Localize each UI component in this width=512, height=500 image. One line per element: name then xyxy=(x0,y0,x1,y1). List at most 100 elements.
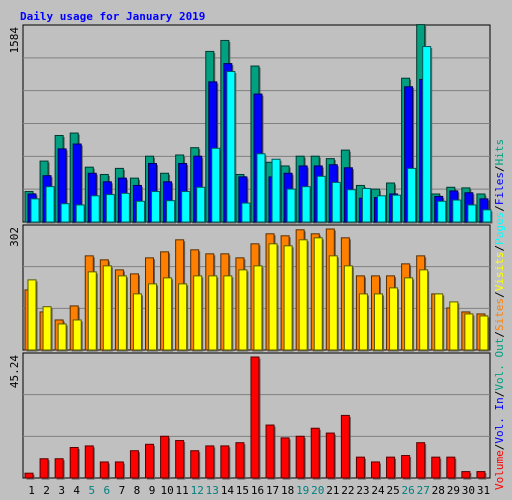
bar-visits-day-19 xyxy=(298,239,308,351)
bar-volume-day-30 xyxy=(461,471,471,479)
x-tick-label: 18 xyxy=(281,484,294,497)
bar-visits-day-12 xyxy=(193,275,203,351)
bar-hits-day-29 xyxy=(452,199,462,223)
legend-item: Visits xyxy=(493,252,506,292)
bar-visits-day-1 xyxy=(27,279,37,351)
bar-volume-day-15 xyxy=(235,442,245,479)
bar-visits-day-5 xyxy=(87,271,97,351)
bar-visits-day-22 xyxy=(343,265,353,351)
bar-volume-day-13 xyxy=(205,445,215,479)
bar-hits-day-17 xyxy=(271,158,281,223)
x-tick-label: 30 xyxy=(462,484,475,497)
x-tick-label: 31 xyxy=(477,484,490,497)
bar-visits-day-21 xyxy=(328,255,338,351)
x-tick-label: 22 xyxy=(341,484,354,497)
legend-item: Vol. Out xyxy=(493,338,506,391)
bar-visits-day-3 xyxy=(57,323,67,351)
bar-hits-day-15 xyxy=(241,202,251,223)
bar-volume-day-24 xyxy=(370,461,380,479)
bar-hits-day-26 xyxy=(407,167,417,223)
bar-hits-day-10 xyxy=(166,200,176,223)
x-tick-label: 27 xyxy=(417,484,430,497)
panel-max-label: 1584 xyxy=(8,27,21,54)
x-tick-label: 7 xyxy=(119,484,126,497)
bar-hits-day-21 xyxy=(331,181,341,223)
bar-volume-day-27 xyxy=(416,442,426,479)
x-tick-label: 17 xyxy=(266,484,279,497)
x-tick-label: 29 xyxy=(447,484,460,497)
x-tick-label: 2 xyxy=(43,484,50,497)
x-tick-label: 23 xyxy=(356,484,369,497)
legend-separator: / xyxy=(493,165,506,172)
bar-volume-day-3 xyxy=(54,458,64,479)
bar-hits-day-19 xyxy=(301,186,311,223)
bar-hits-day-30 xyxy=(467,204,477,223)
x-axis-labels: 1 2 3 4 5 6 7 8 9 10 11 12 13 14 15 16 17 18 19 20 21 22 23 24 2… xyxy=(28,484,490,497)
bar-visits-day-2 xyxy=(42,306,52,351)
x-tick-label: 15 xyxy=(236,484,249,497)
x-tick-label: 3 xyxy=(58,484,65,497)
legend-separator: / xyxy=(493,391,506,398)
bar-volume-day-14 xyxy=(220,445,230,479)
x-tick-label: 12 xyxy=(191,484,204,497)
bar-volume-day-12 xyxy=(190,450,200,479)
bar-visits-day-7 xyxy=(117,275,127,351)
bar-visits-day-11 xyxy=(178,283,188,351)
bar-visits-day-26 xyxy=(404,277,414,351)
legend-item: Volume xyxy=(493,450,506,490)
bar-visits-day-28 xyxy=(434,293,444,351)
bar-volume-day-22 xyxy=(340,414,350,479)
x-tick-label: 14 xyxy=(221,484,235,497)
bar-visits-day-31 xyxy=(479,315,489,351)
bar-volume-day-29 xyxy=(446,456,456,479)
bar-volume-day-20 xyxy=(310,427,320,479)
bar-visits-day-13 xyxy=(208,275,218,351)
x-tick-label: 4 xyxy=(73,484,80,497)
bar-hits-day-5 xyxy=(90,195,100,223)
bar-hits-day-6 xyxy=(105,194,115,223)
panel-max-label: 302 xyxy=(8,227,21,247)
bar-volume-day-6 xyxy=(99,461,109,479)
legend-separator: / xyxy=(493,291,506,298)
x-tick-label: 1 xyxy=(28,484,35,497)
bar-hits-day-16 xyxy=(256,153,266,223)
bar-volume-day-11 xyxy=(175,440,185,479)
legend-separator: / xyxy=(493,444,506,451)
bar-visits-day-9 xyxy=(148,283,158,351)
bar-volume-day-25 xyxy=(386,456,396,479)
bar-volume-day-26 xyxy=(401,455,411,479)
bar-visits-day-17 xyxy=(268,243,278,351)
bar-visits-day-30 xyxy=(464,313,474,351)
legend-text: Volume/Vol. In/Vol. Out/Sites/Visits/Pag… xyxy=(493,139,506,490)
bar-volume-day-1 xyxy=(24,472,34,479)
bar-hits-day-31 xyxy=(482,209,492,223)
bar-visits-day-6 xyxy=(102,265,112,351)
x-tick-label: 20 xyxy=(311,484,324,497)
bar-volume-day-10 xyxy=(160,435,170,479)
bar-hits-day-23 xyxy=(361,187,371,223)
bar-hits-day-2 xyxy=(45,186,55,223)
x-tick-label: 25 xyxy=(386,484,399,497)
bar-volume-day-31 xyxy=(476,471,486,479)
bar-visits-day-8 xyxy=(132,293,142,351)
bar-visits-day-25 xyxy=(389,287,399,351)
bar-volume-day-16 xyxy=(250,356,260,479)
bar-visits-day-20 xyxy=(313,237,323,351)
chart-panels: 1584 302 45.24 xyxy=(8,24,493,480)
x-tick-label: 11 xyxy=(176,484,189,497)
legend-item: Hits xyxy=(493,139,506,166)
x-tick-label: 28 xyxy=(432,484,445,497)
bar-visits-day-27 xyxy=(419,269,429,351)
bar-hits-day-4 xyxy=(75,204,85,223)
bar-visits-day-24 xyxy=(373,293,383,351)
bar-hits-day-12 xyxy=(196,186,206,223)
bar-volume-day-4 xyxy=(69,447,79,479)
x-tick-label: 13 xyxy=(206,484,219,497)
bar-volume-day-2 xyxy=(39,458,49,479)
legend-item: Vol. In xyxy=(493,397,506,443)
panel-top: 1584 xyxy=(8,24,493,224)
legend-item: Files xyxy=(493,172,506,205)
x-tick-label: 6 xyxy=(104,484,111,497)
bar-hits-day-24 xyxy=(376,195,386,223)
